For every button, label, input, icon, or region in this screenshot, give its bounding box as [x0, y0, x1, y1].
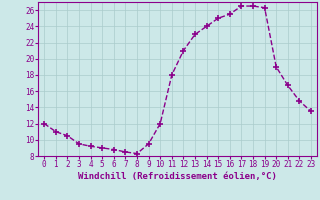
- X-axis label: Windchill (Refroidissement éolien,°C): Windchill (Refroidissement éolien,°C): [78, 172, 277, 181]
